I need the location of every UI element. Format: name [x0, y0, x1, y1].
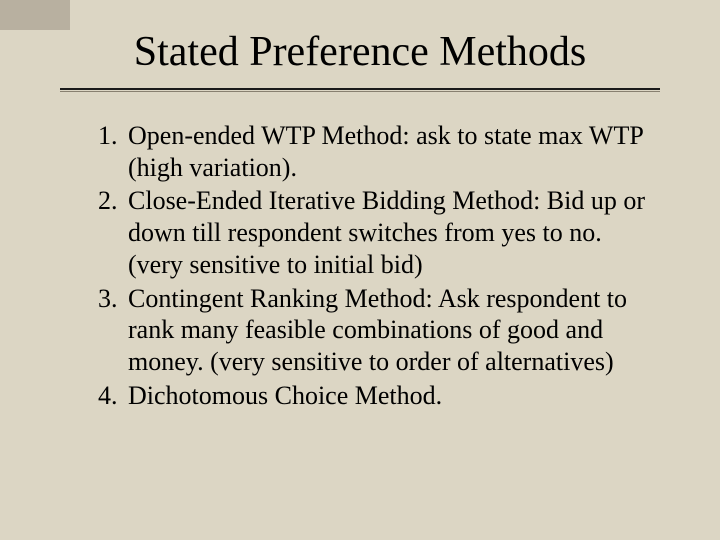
- list-item: Close-Ended Iterative Bidding Method: Bi…: [124, 185, 650, 280]
- slide: Stated Preference Methods Open-ended WTP…: [0, 0, 720, 540]
- slide-body: Open-ended WTP Method: ask to state max …: [0, 92, 720, 411]
- list-item: Dichotomous Choice Method.: [124, 380, 650, 412]
- list-item: Open-ended WTP Method: ask to state max …: [124, 120, 650, 183]
- corner-accent: [0, 0, 70, 30]
- slide-title: Stated Preference Methods: [0, 0, 720, 88]
- title-underline: [60, 88, 660, 92]
- methods-list: Open-ended WTP Method: ask to state max …: [70, 120, 650, 411]
- list-item: Contingent Ranking Method: Ask responden…: [124, 283, 650, 378]
